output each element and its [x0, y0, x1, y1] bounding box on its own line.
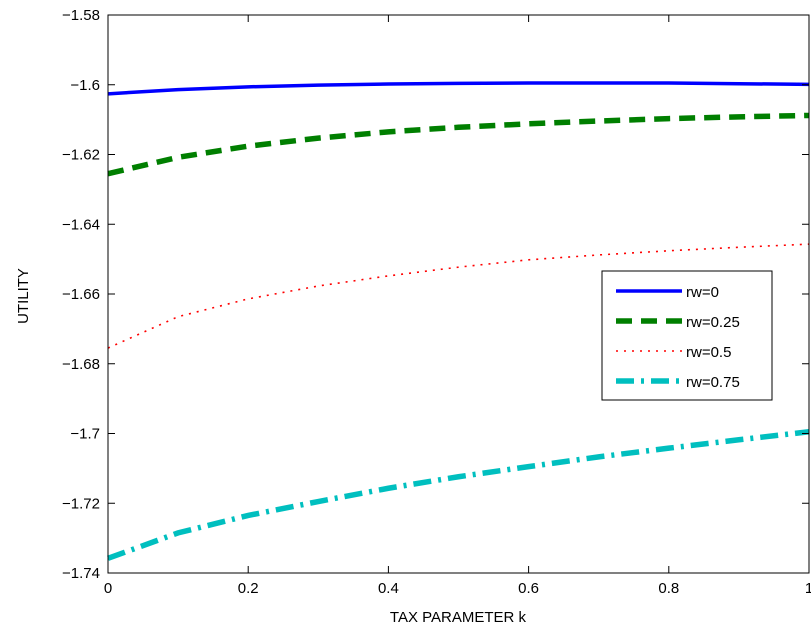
series-line-1: [107, 81, 810, 96]
y-tick-label: −1.74: [62, 565, 100, 582]
series-line-2: [107, 112, 810, 177]
legend-label-1: rw=0: [686, 284, 719, 301]
y-tick-label: −1.66: [62, 286, 100, 303]
series-group: [107, 81, 810, 561]
series-line-3: [107, 243, 810, 349]
legend-label-3: rw=0.5: [686, 344, 731, 361]
legend-label-4: rw=0.75: [686, 374, 740, 391]
x-tick-label: 0.2: [238, 580, 259, 597]
y-tick-label: −1.64: [62, 216, 100, 233]
y-tick-label: −1.7: [70, 426, 100, 443]
tick-labels: 0 0.2 0.4 0.6 0.8 1 −1.58 −1.6 −1.62 −1.64 −1.66 −1…: [62, 7, 811, 597]
x-tick-label: 0.8: [658, 580, 679, 597]
x-axis-title: TAX PARAMETER k: [390, 609, 527, 626]
x-tick-label: 0: [104, 580, 112, 597]
series-line-4: [107, 429, 810, 561]
y-tick-label: −1.72: [62, 495, 100, 512]
y-tick-label: −1.58: [62, 7, 100, 24]
y-axis-title: UTILITY: [15, 268, 32, 324]
axes: [107, 14, 810, 574]
x-tick-label: 1: [805, 580, 811, 597]
y-tick-label: −1.62: [62, 147, 100, 164]
legend: rw=0 rw=0.25 rw=0.5 rw=0.75: [601, 270, 773, 401]
x-tick-label: 0.6: [518, 580, 539, 597]
x-tick-label: 0.4: [378, 580, 399, 597]
legend-label-2: rw=0.25: [686, 314, 740, 331]
y-tick-label: −1.6: [70, 77, 100, 94]
y-tick-label: −1.68: [62, 356, 100, 373]
